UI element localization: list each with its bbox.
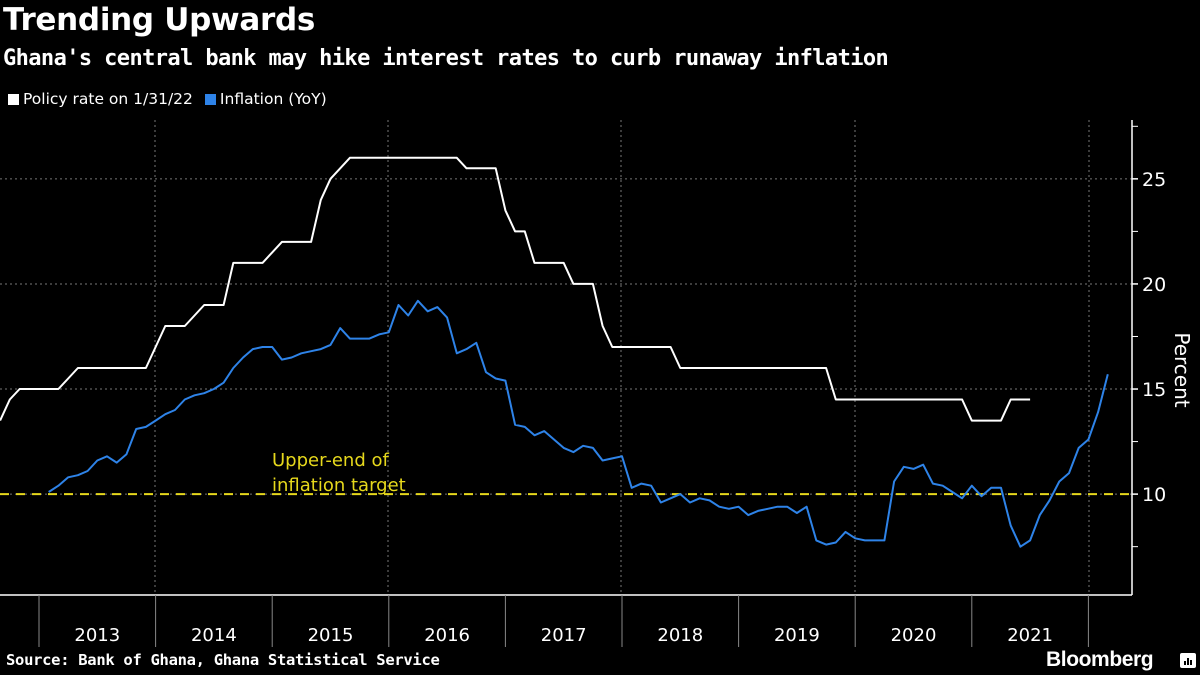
x-tick-label-2021: 2021 — [1007, 625, 1053, 646]
y-tick-label-20: 20 — [1142, 274, 1166, 296]
y-tick-label-10: 10 — [1142, 484, 1166, 506]
legend-item-inflation: Inflation (YoY) — [204, 90, 327, 108]
y-tick-labels: 10 15 20 25 — [1142, 169, 1166, 506]
x-tick-label-2016: 2016 — [424, 625, 470, 646]
chart-subtitle: Ghana's central bank may hike interest r… — [3, 46, 889, 71]
legend: Policy rate on 1/31/22 Inflation (YoY) — [8, 90, 339, 108]
gridlines — [0, 120, 1132, 595]
source-note: Source: Bank of Ghana, Ghana Statistical… — [6, 651, 440, 669]
y-tick-label-15: 15 — [1142, 379, 1166, 401]
annotation-line-2: inflation target — [272, 475, 406, 496]
x-tick-label-2017: 2017 — [541, 625, 587, 646]
legend-label-inflation: Inflation (YoY) — [219, 90, 327, 108]
y-axis-label: Percent — [1170, 332, 1194, 407]
x-tick-label-2018: 2018 — [657, 625, 703, 646]
y-tick-label-25: 25 — [1142, 169, 1166, 191]
legend-swatch-policy-rate — [8, 93, 19, 105]
chart-title: Trending Upwards — [3, 2, 316, 38]
bloomberg-chart-icon — [1180, 653, 1196, 668]
bloomberg-logo: Bloomberg — [1046, 648, 1154, 671]
x-tick-label-2015: 2015 — [308, 625, 354, 646]
annotation-line-1: Upper-end of — [272, 450, 389, 471]
x-tick-label-2013: 2013 — [74, 625, 120, 646]
x-tick-label-2014: 2014 — [191, 625, 237, 646]
series-line-inflation — [48, 299, 1109, 548]
x-tick-label-2019: 2019 — [774, 625, 820, 646]
legend-item-policy-rate: Policy rate on 1/31/22 — [8, 90, 193, 108]
legend-swatch-inflation — [204, 93, 216, 105]
legend-label-policy-rate: Policy rate on 1/31/22 — [23, 90, 193, 108]
x-tick-label-2020: 2020 — [891, 625, 937, 646]
x-tick-labels: 2013 2014 2015 2016 2017 2018 2019 2020 2021 — [74, 625, 1053, 646]
series-lines — [0, 156, 1109, 548]
axes — [0, 120, 1138, 647]
